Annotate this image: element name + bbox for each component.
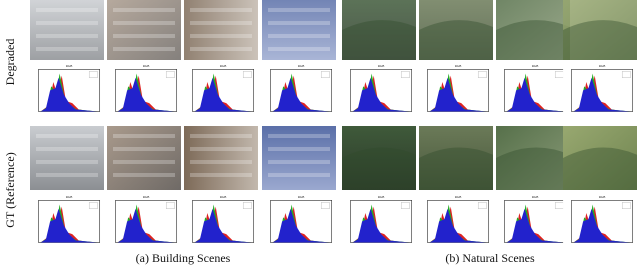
photo bbox=[184, 0, 258, 60]
photo bbox=[342, 0, 416, 60]
window-row bbox=[113, 21, 175, 25]
rgb-histogram bbox=[419, 63, 493, 121]
window-row bbox=[113, 173, 175, 177]
window-row bbox=[268, 34, 330, 38]
row-label: Degraded bbox=[3, 39, 17, 86]
rgb-histogram bbox=[563, 194, 637, 252]
window-row bbox=[268, 21, 330, 25]
photo bbox=[107, 126, 181, 190]
hill bbox=[342, 20, 416, 61]
photo bbox=[262, 126, 336, 190]
window-row bbox=[36, 147, 98, 151]
window-row bbox=[113, 34, 175, 38]
caption: (a) Building Scenes bbox=[136, 251, 231, 265]
window-row bbox=[113, 160, 175, 164]
rgb-histogram bbox=[419, 194, 493, 252]
window-row bbox=[268, 147, 330, 151]
window-row bbox=[190, 160, 252, 164]
window-row bbox=[190, 34, 252, 38]
rgb-histogram bbox=[184, 194, 258, 252]
rgb-histogram bbox=[107, 63, 181, 121]
rgb-histogram bbox=[107, 194, 181, 252]
window-row bbox=[268, 160, 330, 164]
rgb-histogram bbox=[262, 63, 336, 121]
photo bbox=[30, 0, 104, 60]
rgb-histogram bbox=[262, 194, 336, 252]
hill bbox=[419, 20, 493, 61]
window-row bbox=[190, 134, 252, 138]
window-row bbox=[36, 34, 98, 38]
window-row bbox=[268, 47, 330, 51]
photo bbox=[30, 126, 104, 190]
window-row bbox=[190, 173, 252, 177]
photo bbox=[419, 126, 493, 190]
photo bbox=[419, 0, 493, 60]
window-row bbox=[36, 160, 98, 164]
rgb-histogram bbox=[496, 194, 570, 252]
hill bbox=[563, 20, 637, 61]
rgb-histogram bbox=[342, 194, 416, 252]
window-row bbox=[190, 147, 252, 151]
window-row bbox=[36, 134, 98, 138]
window-row bbox=[190, 21, 252, 25]
window-row bbox=[113, 134, 175, 138]
rgb-histogram bbox=[496, 63, 570, 121]
hill bbox=[563, 147, 637, 190]
window-row bbox=[36, 173, 98, 177]
photo bbox=[496, 126, 570, 190]
window-row bbox=[190, 47, 252, 51]
photo bbox=[563, 126, 637, 190]
panels bbox=[30, 0, 637, 252]
photo bbox=[107, 0, 181, 60]
window-row bbox=[190, 8, 252, 12]
window-row bbox=[268, 8, 330, 12]
photo bbox=[496, 0, 570, 60]
caption: (b) Natural Scenes bbox=[445, 251, 535, 265]
hill bbox=[342, 147, 416, 190]
window-row bbox=[113, 8, 175, 12]
rgb-histogram bbox=[342, 63, 416, 121]
rgb-histogram bbox=[563, 63, 637, 121]
hill bbox=[419, 147, 493, 190]
window-row bbox=[36, 47, 98, 51]
window-row bbox=[268, 173, 330, 177]
row-label: GT (Reference) bbox=[3, 152, 17, 227]
rgb-histogram bbox=[30, 194, 104, 252]
hill bbox=[496, 20, 570, 61]
window-row bbox=[113, 47, 175, 51]
window-row bbox=[268, 134, 330, 138]
photo bbox=[262, 0, 336, 60]
rgb-histogram bbox=[184, 63, 258, 121]
rgb-histogram bbox=[30, 63, 104, 121]
window-row bbox=[36, 21, 98, 25]
photo bbox=[563, 0, 637, 60]
photo bbox=[342, 126, 416, 190]
window-row bbox=[36, 8, 98, 12]
window-row bbox=[113, 147, 175, 151]
photo bbox=[184, 126, 258, 190]
hill bbox=[496, 147, 570, 190]
